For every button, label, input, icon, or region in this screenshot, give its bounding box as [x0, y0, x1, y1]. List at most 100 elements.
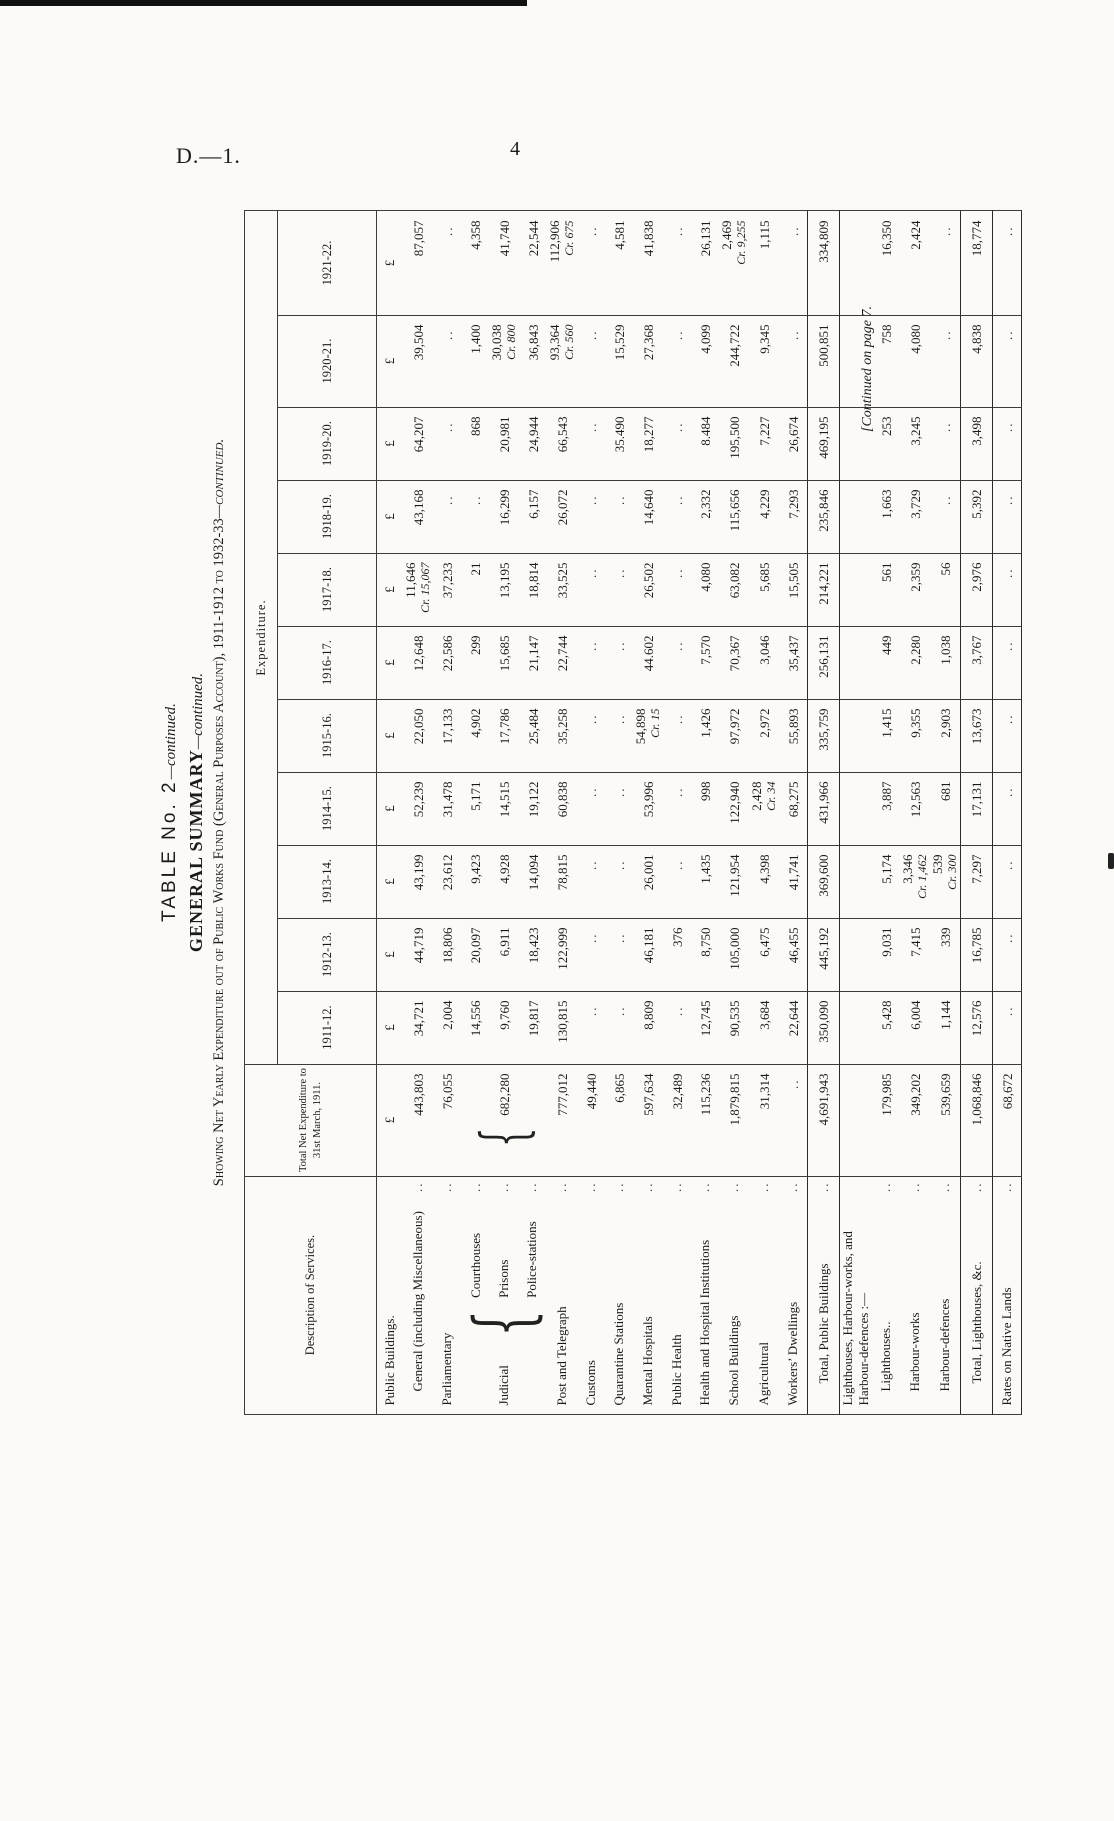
- value-cell: 11,646 Cr. 15,067: [403, 553, 433, 627]
- value-cell: 121,954: [719, 845, 749, 919]
- value-cell: ..: [605, 918, 633, 992]
- dot-leader: ..: [815, 1181, 831, 1193]
- value-cell: ..: [577, 407, 605, 481]
- value-cell: 6,004: [900, 991, 930, 1065]
- value-cell: 2,004: [433, 991, 461, 1065]
- value-cell: ..: [930, 407, 961, 481]
- value-cell: 13,195: [489, 553, 519, 627]
- service-label: School Buildings..: [719, 1176, 749, 1415]
- value-cell: 22,586: [433, 626, 461, 700]
- value-cell: 24,944: [519, 407, 547, 481]
- value-cell: 443,803: [403, 1064, 433, 1177]
- value-cell: 17,786: [489, 699, 519, 773]
- column-header-year: 1916-17.: [277, 626, 377, 700]
- value-cell: ..: [992, 845, 1022, 919]
- document-reference: D.—1.: [176, 143, 241, 168]
- value-cell: 54,898 Cr. 15: [633, 699, 663, 773]
- value-cell: 41,740: [489, 210, 519, 316]
- value-cell: 14,094: [519, 845, 547, 919]
- value-cell: 64,207: [403, 407, 433, 481]
- value-cell: 4,229: [749, 480, 779, 554]
- value-cell: ..: [663, 626, 691, 700]
- value-cell: ..: [992, 407, 1022, 481]
- value-cell: 18,423: [519, 918, 547, 992]
- value-cell: 115,656: [719, 480, 749, 554]
- column-header-year: 1913-14.: [277, 845, 377, 919]
- value-cell: 3,767: [960, 626, 993, 700]
- value-cell: 2,280: [900, 626, 930, 700]
- page-number: 4: [510, 138, 520, 160]
- service-label: Customs..: [577, 1176, 605, 1415]
- value-cell: 8.484: [691, 407, 719, 481]
- column-header-year: 1911-12.: [277, 991, 377, 1065]
- value-cell: ..: [992, 315, 1022, 408]
- value-cell: 4,581: [605, 210, 633, 316]
- value-cell: ..: [605, 845, 633, 919]
- value-cell: 449: [872, 626, 900, 700]
- value-cell: 1,879,815: [719, 1064, 749, 1177]
- value-cell: 56: [930, 553, 961, 627]
- value-cell: ..: [663, 407, 691, 481]
- value-cell: 14,640: [633, 480, 663, 554]
- value-cell: 17,131: [960, 772, 993, 846]
- value-cell: 868: [461, 407, 489, 481]
- value-cell: ..: [992, 699, 1022, 773]
- value-cell: ..: [992, 772, 1022, 846]
- value-cell: 22,644: [779, 991, 808, 1065]
- value-cell: ..: [605, 553, 633, 627]
- value-cell: 20,097: [461, 918, 489, 992]
- table-row: Total, Lighthouses, &c... 1,068,846 12,576…: [960, 210, 993, 1415]
- value-cell: 122,999: [547, 918, 577, 992]
- value-cell: £: [376, 210, 403, 316]
- value-cell: 19,122: [519, 772, 547, 846]
- dot-leader: ..: [410, 1181, 425, 1193]
- value-cell: [839, 480, 872, 554]
- value-cell: 2,424: [900, 210, 930, 316]
- value-cell: 15,505: [779, 553, 808, 627]
- table-subtitle: GENERAL SUMMARY—continued.: [186, 672, 206, 953]
- table-row: Judicial{Courthouses.. Prisons.. Police-st…: [459, 210, 549, 1415]
- value-cell: [839, 845, 872, 919]
- expenditure-table: Description of Services. Total Net Expen…: [244, 210, 1022, 1415]
- value-cell: 15,529: [605, 315, 633, 408]
- value-cell: 12,563: [900, 772, 930, 846]
- dot-leader: ..: [726, 1181, 741, 1193]
- value-cell: £: [376, 1064, 403, 1177]
- value-cell: ..: [605, 991, 633, 1065]
- value-cell: 256,131: [807, 626, 840, 700]
- value-cell: 3,684: [749, 991, 779, 1065]
- service-label: Rates on Native Lands..: [992, 1176, 1022, 1415]
- column-header-year: 1919-20.: [277, 407, 377, 481]
- value-cell: 376: [663, 918, 691, 992]
- value-cell: 4,838: [960, 315, 993, 408]
- value-cell: 55,893: [779, 699, 808, 773]
- value-cell: 7,570: [691, 626, 719, 700]
- value-cell: 334,809: [807, 210, 840, 316]
- value-cell: 3,498: [960, 407, 993, 481]
- column-header-year: 1921-22.: [277, 210, 377, 316]
- value-cell: 35.490: [605, 407, 633, 481]
- value-cell: 1,435: [691, 845, 719, 919]
- value-cell: ..: [930, 315, 961, 408]
- value-cell: 18,814: [519, 553, 547, 627]
- value-cell: 5,392: [960, 480, 993, 554]
- service-label: Total, Lighthouses, &c...: [960, 1176, 993, 1415]
- value-cell: ..: [930, 480, 961, 554]
- value-cell: 1,400: [461, 315, 489, 408]
- value-cell: ..: [779, 1064, 808, 1177]
- value-cell: 5,171: [461, 772, 489, 846]
- value-cell: 14,515: [489, 772, 519, 846]
- dot-leader: ..: [999, 1181, 1014, 1193]
- value-cell: 12,576: [960, 991, 993, 1065]
- value-cell: 70,367: [719, 626, 749, 700]
- value-cell: £: [376, 480, 403, 554]
- value-cell: 112,906 Cr. 675: [547, 210, 577, 316]
- value-cell: 4,902: [461, 699, 489, 773]
- table-row: Harbour-works.. 349,202 6,004 7,415 3,346 Cr.…: [900, 210, 930, 1415]
- value-cell: 2,903: [930, 699, 961, 773]
- dot-leader: ..: [640, 1181, 655, 1193]
- value-cell: 13,673: [960, 699, 993, 773]
- dot-leader: ..: [669, 1181, 684, 1193]
- value-cell: ..: [779, 210, 808, 316]
- value-cell: 46,181: [633, 918, 663, 992]
